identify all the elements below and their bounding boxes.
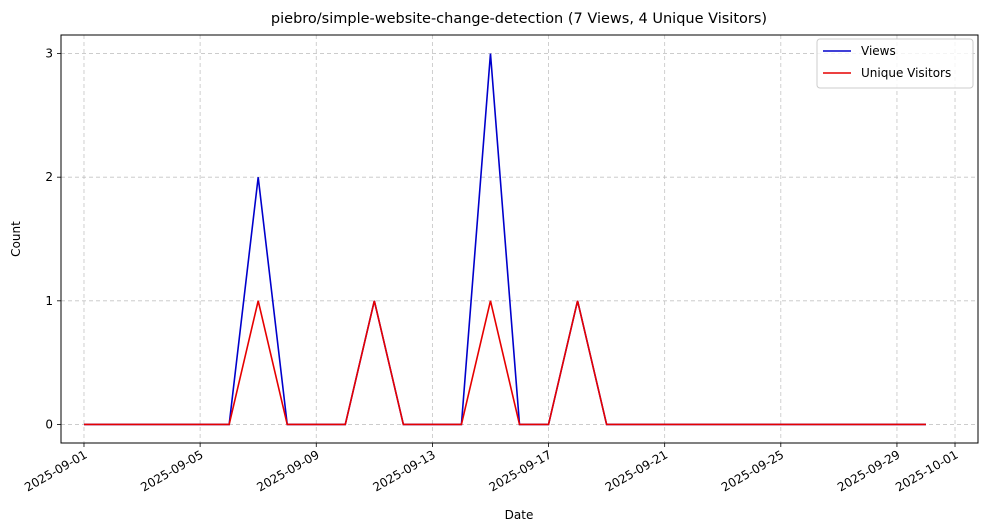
x-axis: 2025-09-01 2025-09-05 2025-09-09 2025-09-13… xyxy=(22,443,961,494)
legend-label-unique-visitors: Unique Visitors xyxy=(861,66,951,80)
y-tick-label: 2 xyxy=(45,170,53,184)
x-axis-label: Date xyxy=(505,508,534,522)
x-tick-label: 2025-09-09 xyxy=(254,447,321,494)
legend-label-views: Views xyxy=(861,44,896,58)
plot-area xyxy=(61,35,978,443)
y-tick-label: 3 xyxy=(45,47,53,61)
x-tick-label: 2025-10-01 xyxy=(893,447,960,494)
plot-frame xyxy=(60,34,979,444)
chart-title: piebro/simple-website-change-detection (… xyxy=(271,11,767,27)
series-lines xyxy=(83,53,926,426)
x-tick-label: 2025-09-17 xyxy=(487,447,554,494)
legend-box xyxy=(816,38,974,89)
y-axis-label: Count xyxy=(9,221,23,257)
x-tick-label: 2025-09-21 xyxy=(603,447,670,494)
x-tick-label: 2025-09-25 xyxy=(719,447,786,494)
x-tick-label: 2025-09-29 xyxy=(835,447,902,494)
x-tick-label: 2025-09-01 xyxy=(22,447,89,494)
y-tick-label: 0 xyxy=(45,417,53,431)
y-axis: 0 1 2 3 xyxy=(45,47,61,431)
y-tick-label: 1 xyxy=(45,294,53,308)
legend: Views Unique Visitors xyxy=(816,38,974,89)
x-tick-label: 2025-09-05 xyxy=(138,447,205,494)
series-line-unique-visitors xyxy=(83,300,926,426)
x-tick-label: 2025-09-13 xyxy=(370,447,437,494)
